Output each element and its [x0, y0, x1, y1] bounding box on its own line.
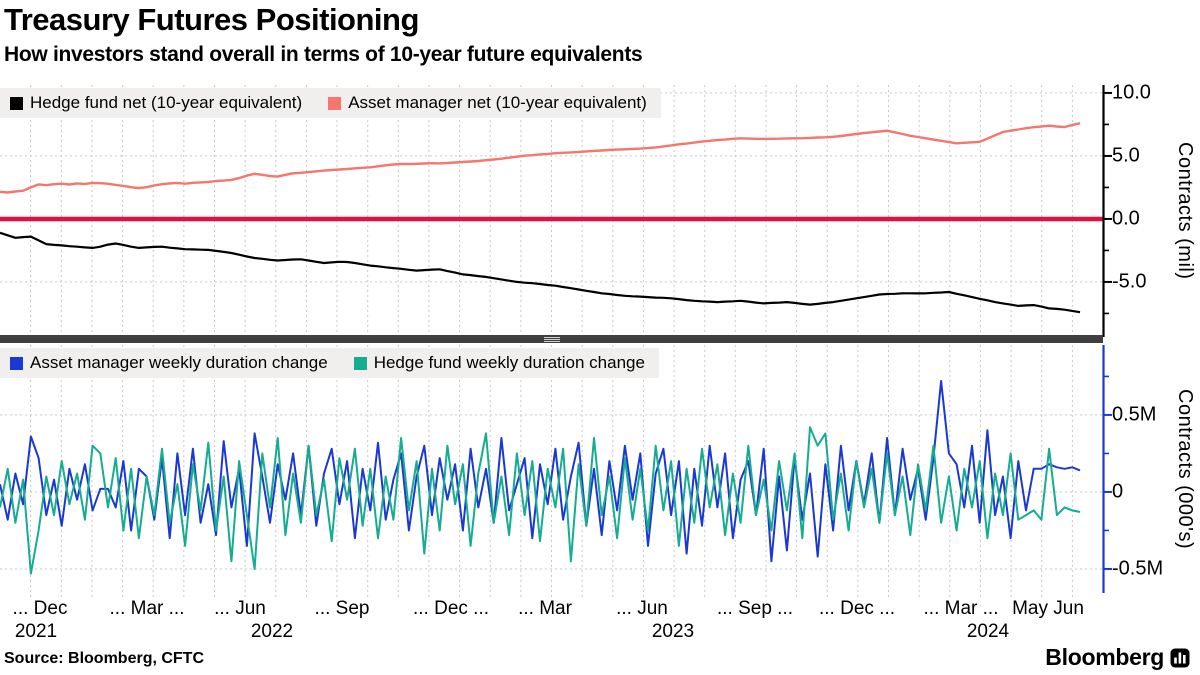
- x-axis-month-label: ... Sep ...: [716, 598, 794, 619]
- page-subtitle: How investors stand overall in terms of …: [4, 43, 643, 66]
- panel-divider: [0, 335, 1103, 343]
- y-tick-label: 0: [1112, 480, 1124, 503]
- asset-manager-duration-swatch-icon: [10, 356, 23, 370]
- bottom-panel-plot[interactable]: [0, 345, 1115, 603]
- legend-item-asset-manager-duration: Asset manager weekly duration change: [10, 353, 328, 373]
- y-tick-label: 5.0: [1112, 144, 1140, 167]
- y-tick-label: -0.5M: [1112, 557, 1164, 580]
- legend-item-hedge-fund-duration: Hedge fund weekly duration change: [353, 353, 645, 373]
- x-axis-year-label: 2023: [651, 621, 695, 642]
- y-tick-label: 0.5M: [1112, 403, 1157, 426]
- x-axis-month-label: ... Jun: [616, 598, 668, 619]
- legend-label: Asset manager weekly duration change: [30, 353, 328, 372]
- x-axis-year-label: 2024: [966, 621, 1010, 642]
- x-axis-month-label: ... Dec ...: [818, 598, 896, 619]
- bloomberg-wordmark: Bloomberg: [1045, 644, 1164, 670]
- top-panel-plot[interactable]: [0, 85, 1115, 339]
- bloomberg-logo-icon: [1170, 648, 1190, 667]
- top-y-axis-title: Contracts (mil): [1174, 142, 1196, 280]
- x-axis-month-label: May Jun: [1012, 598, 1084, 619]
- legend-item-hedge-fund-net: Hedge fund net (10-year equivalent): [10, 93, 302, 113]
- legend-label: Hedge fund net (10-year equivalent): [30, 93, 303, 112]
- x-axis-month-label: ... Dec ...: [412, 598, 490, 619]
- y-tick-label: -5.0: [1112, 270, 1147, 293]
- x-axis-month-label: ... Sep: [314, 598, 370, 619]
- x-axis-year-label: 2021: [14, 621, 58, 642]
- divider-grip-handle[interactable]: [543, 336, 560, 342]
- legend-label: Asset manager net (10-year equivalent): [348, 93, 647, 112]
- y-tick-label: 0.0: [1112, 207, 1140, 230]
- x-axis-month-label: ... Mar ...: [923, 598, 999, 619]
- y-tick-label: 10.0: [1112, 81, 1151, 104]
- x-axis-year-label: 2022: [250, 621, 294, 642]
- x-axis-month-label: ... Jun: [214, 598, 266, 619]
- top-legend: Hedge fund net (10-year equivalent) Asse…: [0, 88, 661, 118]
- x-axis-month-label: ... Mar ...: [109, 598, 185, 619]
- bottom-y-axis-title: Contracts (000's): [1174, 388, 1196, 550]
- hedge-fund-duration-swatch-icon: [353, 356, 367, 370]
- source-text: Source: Bloomberg, CFTC: [4, 650, 205, 667]
- legend-item-asset-manager-net: Asset manager net (10-year equivalent): [328, 93, 647, 113]
- page-title: Treasury Futures Positioning: [4, 2, 419, 37]
- x-axis-month-label: ... Dec: [12, 598, 68, 619]
- hedge-fund-net-swatch-icon: [10, 96, 23, 110]
- legend-label: Hedge fund weekly duration change: [373, 353, 645, 372]
- bloomberg-logo: Bloomberg: [1045, 644, 1190, 671]
- asset-manager-net-swatch-icon: [328, 96, 342, 110]
- bottom-legend: Asset manager weekly duration change Hed…: [0, 348, 659, 378]
- x-axis-month-label: ... Mar: [518, 598, 572, 619]
